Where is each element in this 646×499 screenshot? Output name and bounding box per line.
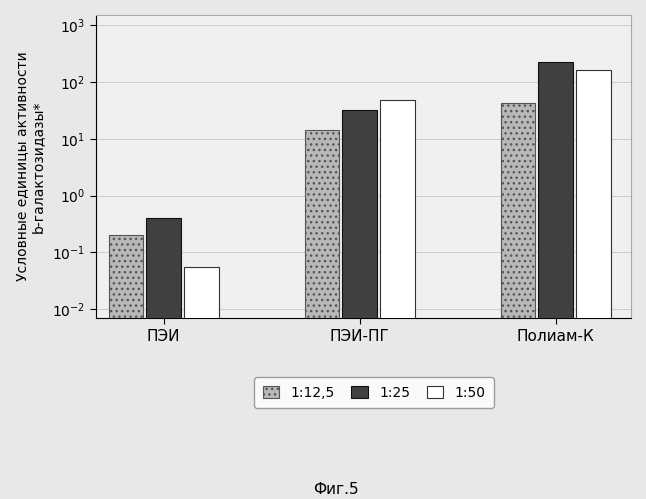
Bar xyxy=(304,130,339,499)
Bar xyxy=(146,218,181,499)
Bar xyxy=(501,103,536,499)
Bar xyxy=(342,110,377,499)
Bar xyxy=(380,100,415,499)
Y-axis label: Условные единицы активности
b-галактозидазы*: Условные единицы активности b-галактозид… xyxy=(15,52,45,281)
Bar xyxy=(538,62,573,499)
Bar xyxy=(109,236,143,499)
Bar xyxy=(576,70,610,499)
Legend: 1:12,5, 1:25, 1:50: 1:12,5, 1:25, 1:50 xyxy=(255,377,494,408)
Bar xyxy=(184,267,218,499)
Text: Фиг.5: Фиг.5 xyxy=(313,482,359,497)
